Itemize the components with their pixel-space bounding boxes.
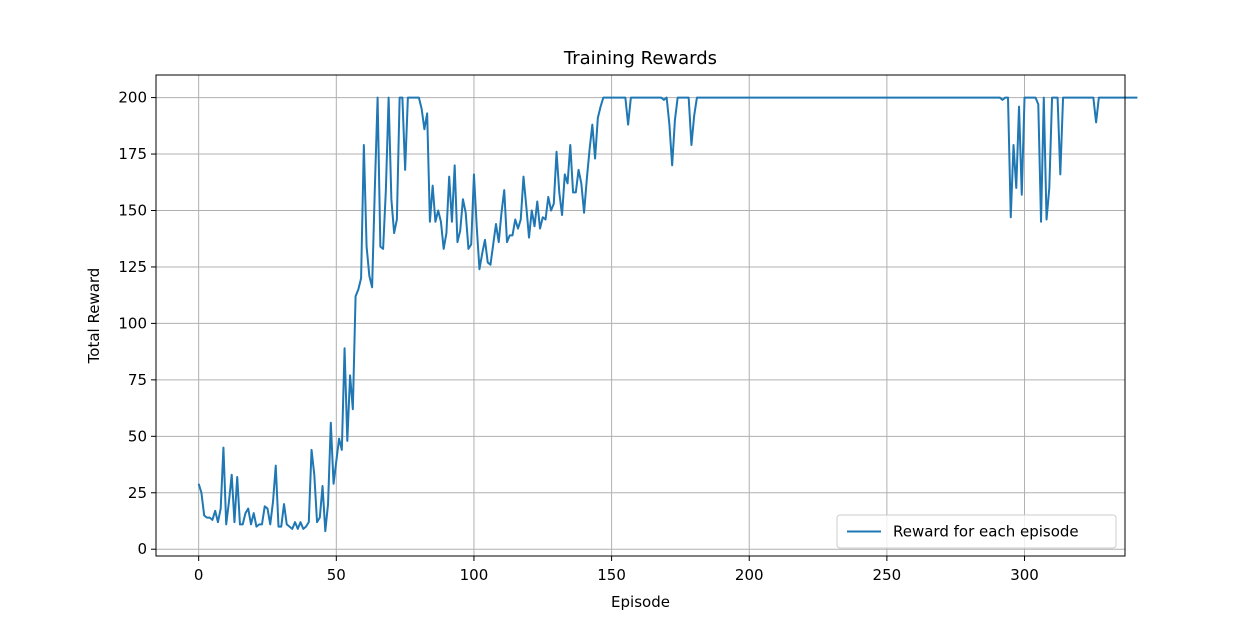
- y-tick-label: 175: [118, 145, 147, 163]
- y-tick-label: 50: [128, 427, 147, 445]
- x-tick-label: 150: [597, 566, 626, 584]
- series-layer: [197, 96, 1138, 533]
- y-tick-label: 100: [118, 314, 147, 332]
- y-tick-label: 25: [128, 484, 147, 502]
- chart-title: Training Rewards: [563, 48, 717, 69]
- x-tick-label: 250: [873, 566, 902, 584]
- series-line: [197, 96, 1138, 533]
- y-tick-label: 0: [137, 540, 147, 558]
- y-tick-label: 150: [118, 201, 147, 219]
- legend: Reward for each episode: [836, 514, 1117, 549]
- plot-area-frame: [155, 74, 1126, 557]
- x-axis-label: Episode: [611, 593, 670, 611]
- x-tick-label: 200: [735, 566, 764, 584]
- tick-layer: 0 50 100 150 200 250 300 0 25 50 75 100 125 150 175 200: [118, 89, 1038, 584]
- y-tick-label: 75: [128, 371, 147, 389]
- x-tick-label: 50: [327, 566, 346, 584]
- grid-layer: [156, 75, 1125, 556]
- legend-box: [836, 514, 1117, 549]
- y-tick-label: 200: [118, 89, 147, 107]
- legend-label: Reward for each episode: [893, 523, 1079, 541]
- y-axis-label: Total Reward: [85, 268, 103, 365]
- x-tick-label: 300: [1010, 566, 1039, 584]
- x-tick-label: 0: [194, 566, 204, 584]
- x-tick-label: 100: [460, 566, 489, 584]
- y-tick-label: 125: [118, 258, 147, 276]
